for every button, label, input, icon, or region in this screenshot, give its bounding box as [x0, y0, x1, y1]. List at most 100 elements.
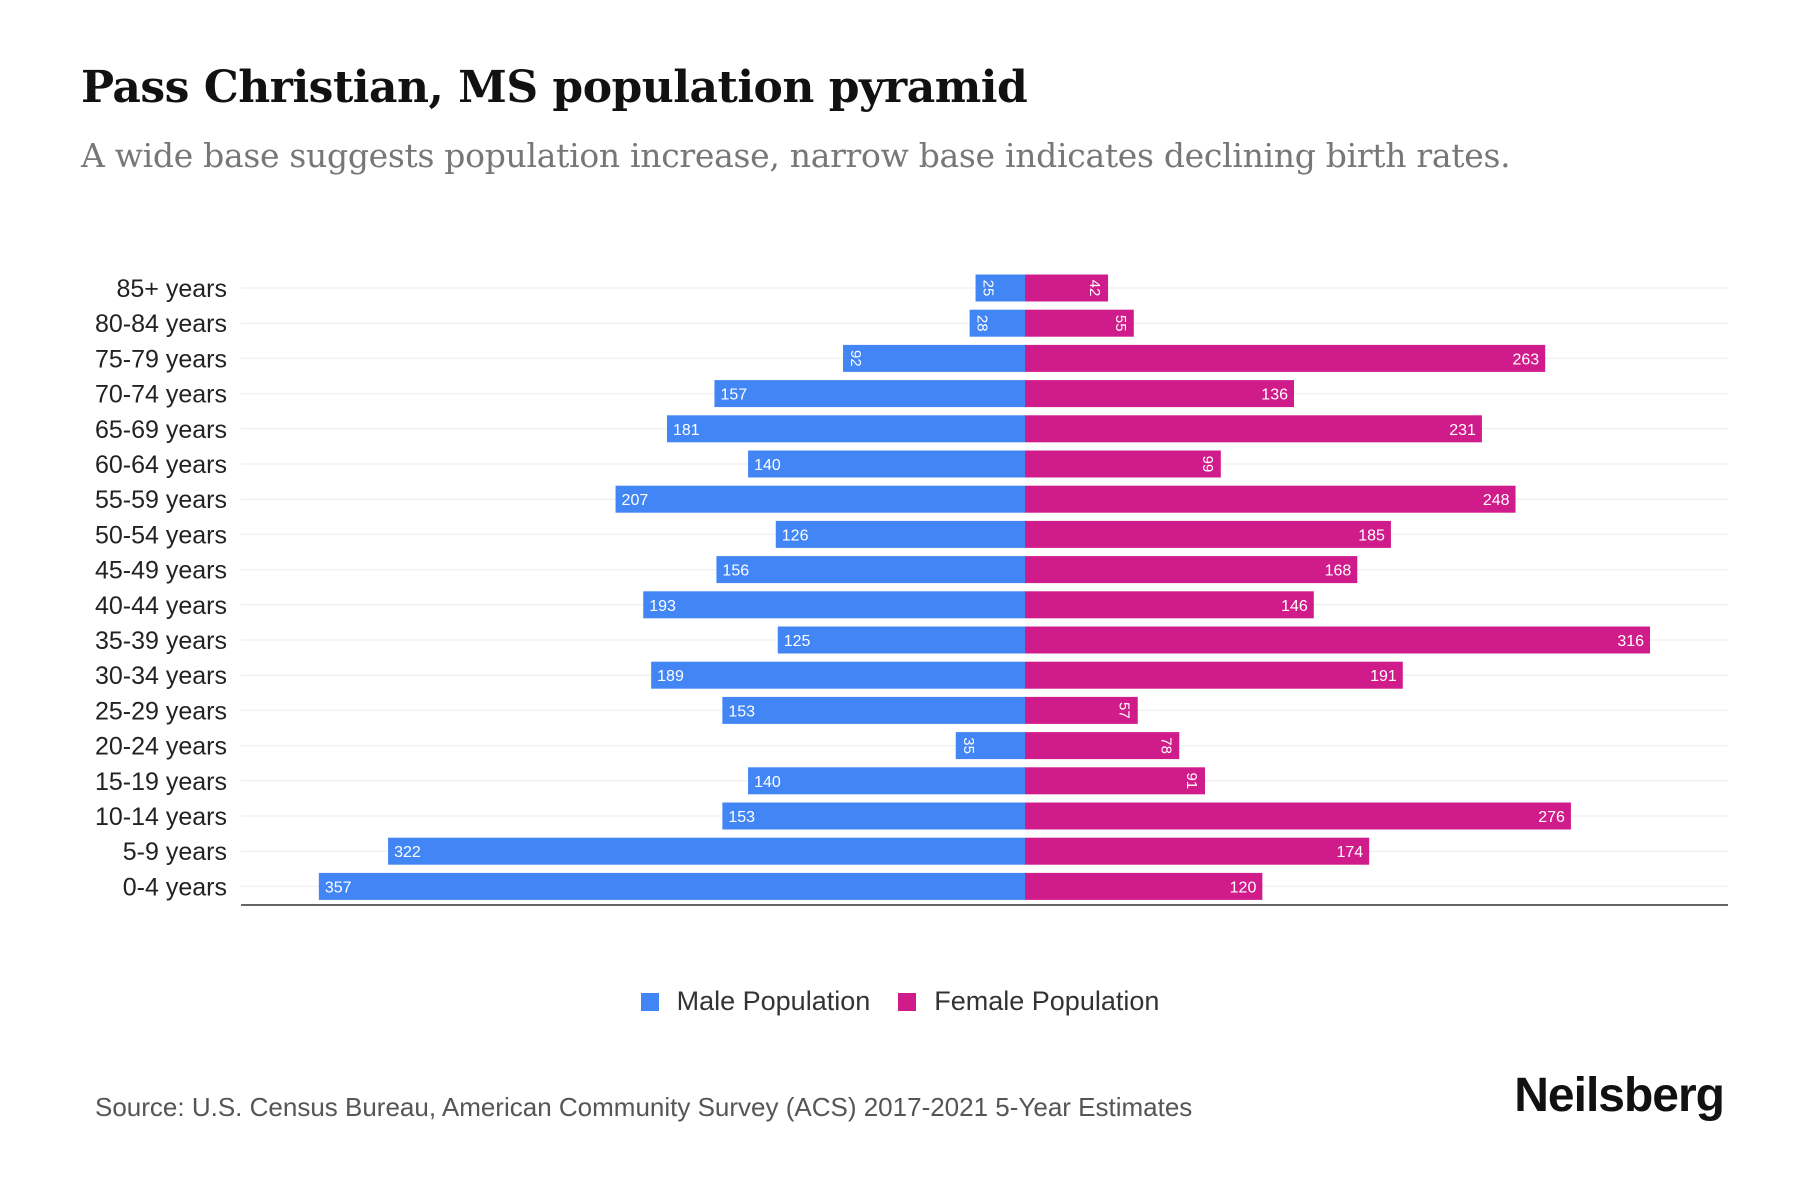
male-bar [651, 661, 1025, 689]
legend: Male Population Female Population [0, 986, 1800, 1017]
data-label: 78 [1157, 737, 1174, 754]
female-bar [1025, 450, 1221, 478]
category-label: 85+ years [117, 275, 228, 303]
data-label: 207 [622, 492, 649, 509]
category-label: 25-29 years [95, 697, 227, 725]
male-bar [777, 626, 1025, 654]
legend-item-female: Female Population [898, 986, 1159, 1017]
male-bar [716, 556, 1025, 584]
category-label: 10-14 years [95, 803, 227, 831]
data-label: 316 [1617, 633, 1644, 650]
data-label: 126 [782, 527, 809, 544]
category-label: 0-4 years [123, 873, 227, 901]
female-bar [1025, 802, 1571, 830]
data-label: 140 [754, 774, 781, 791]
chart-title: Pass Christian, MS population pyramid [81, 62, 1028, 113]
data-label: 276 [1538, 809, 1565, 826]
legend-swatch-male [640, 992, 659, 1011]
female-bar [1025, 380, 1295, 408]
category-label: 15-19 years [95, 768, 227, 796]
category-label: 70-74 years [95, 381, 227, 409]
male-bar [318, 872, 1025, 900]
data-label: 157 [720, 387, 747, 404]
category-label: 50-54 years [95, 521, 227, 549]
female-bar [1025, 696, 1138, 724]
female-bar [1025, 661, 1403, 689]
legend-label-male: Male Population [676, 986, 871, 1016]
category-label: 65-69 years [95, 416, 227, 444]
male-bar [615, 485, 1025, 513]
data-label: 57 [1116, 702, 1133, 719]
male-bar [722, 802, 1025, 830]
male-bar [748, 450, 1025, 478]
data-label: 189 [657, 668, 684, 685]
category-label: 80-84 years [95, 310, 227, 338]
male-bar [722, 696, 1025, 724]
data-label: 140 [754, 457, 781, 474]
data-label: 322 [394, 844, 421, 861]
data-label: 231 [1449, 422, 1476, 439]
category-label: 35-39 years [95, 627, 227, 655]
data-label: 125 [784, 633, 811, 650]
data-label: 25 [980, 280, 997, 297]
female-bar [1025, 415, 1482, 443]
data-label: 99 [1199, 456, 1216, 473]
category-label: 60-64 years [95, 451, 227, 479]
data-label: 55 [1112, 315, 1129, 332]
data-label: 153 [728, 703, 755, 720]
female-bar [1025, 767, 1205, 795]
female-bar [1025, 591, 1314, 619]
legend-label-female: Female Population [934, 986, 1160, 1016]
source-note: Source: U.S. Census Bureau, American Com… [95, 1092, 1193, 1122]
category-label: 55-59 years [95, 486, 227, 514]
data-label: 248 [1483, 492, 1510, 509]
female-bar [1025, 344, 1546, 372]
data-label: 136 [1261, 387, 1288, 404]
male-bar [666, 415, 1025, 443]
data-label: 193 [649, 598, 676, 615]
male-bar [975, 274, 1025, 302]
male-bar [843, 344, 1025, 372]
male-bar [643, 591, 1025, 619]
male-bar [714, 380, 1025, 408]
category-label: 75-79 years [95, 345, 227, 373]
category-label: 5-9 years [123, 838, 227, 866]
male-bar [955, 732, 1025, 760]
female-bar [1025, 274, 1109, 302]
data-label: 153 [728, 809, 755, 826]
category-label: 40-44 years [95, 592, 227, 620]
data-label: 168 [1325, 563, 1352, 580]
data-label: 28 [974, 315, 991, 332]
data-label: 263 [1513, 351, 1540, 368]
category-label: 45-49 years [95, 557, 227, 585]
female-bar [1025, 626, 1651, 654]
male-bar [748, 767, 1025, 795]
data-label: 35 [960, 737, 977, 754]
category-label: 20-24 years [95, 733, 227, 761]
female-bar [1025, 520, 1391, 548]
female-bar [1025, 732, 1180, 760]
female-bar [1025, 837, 1370, 865]
male-bar [388, 837, 1026, 865]
data-label: 174 [1336, 844, 1363, 861]
neilsberg-logo: Neilsberg [1514, 1069, 1725, 1122]
male-bar [775, 520, 1025, 548]
data-label: 91 [1183, 772, 1200, 789]
data-label: 92 [847, 350, 864, 367]
data-label: 42 [1086, 280, 1103, 297]
data-label: 156 [722, 563, 749, 580]
data-label: 357 [325, 879, 352, 896]
data-label: 185 [1358, 527, 1385, 544]
legend-swatch-female [898, 992, 917, 1011]
chart-subtitle: A wide base suggests population increase… [81, 136, 1511, 175]
legend-item-male: Male Population [640, 986, 871, 1017]
male-bar [969, 309, 1025, 337]
data-label: 181 [673, 422, 700, 439]
female-bar [1025, 872, 1263, 900]
female-bar [1025, 485, 1516, 513]
category-label: 30-34 years [95, 662, 227, 690]
female-bar [1025, 556, 1358, 584]
data-label: 146 [1281, 598, 1308, 615]
female-bar [1025, 309, 1134, 337]
